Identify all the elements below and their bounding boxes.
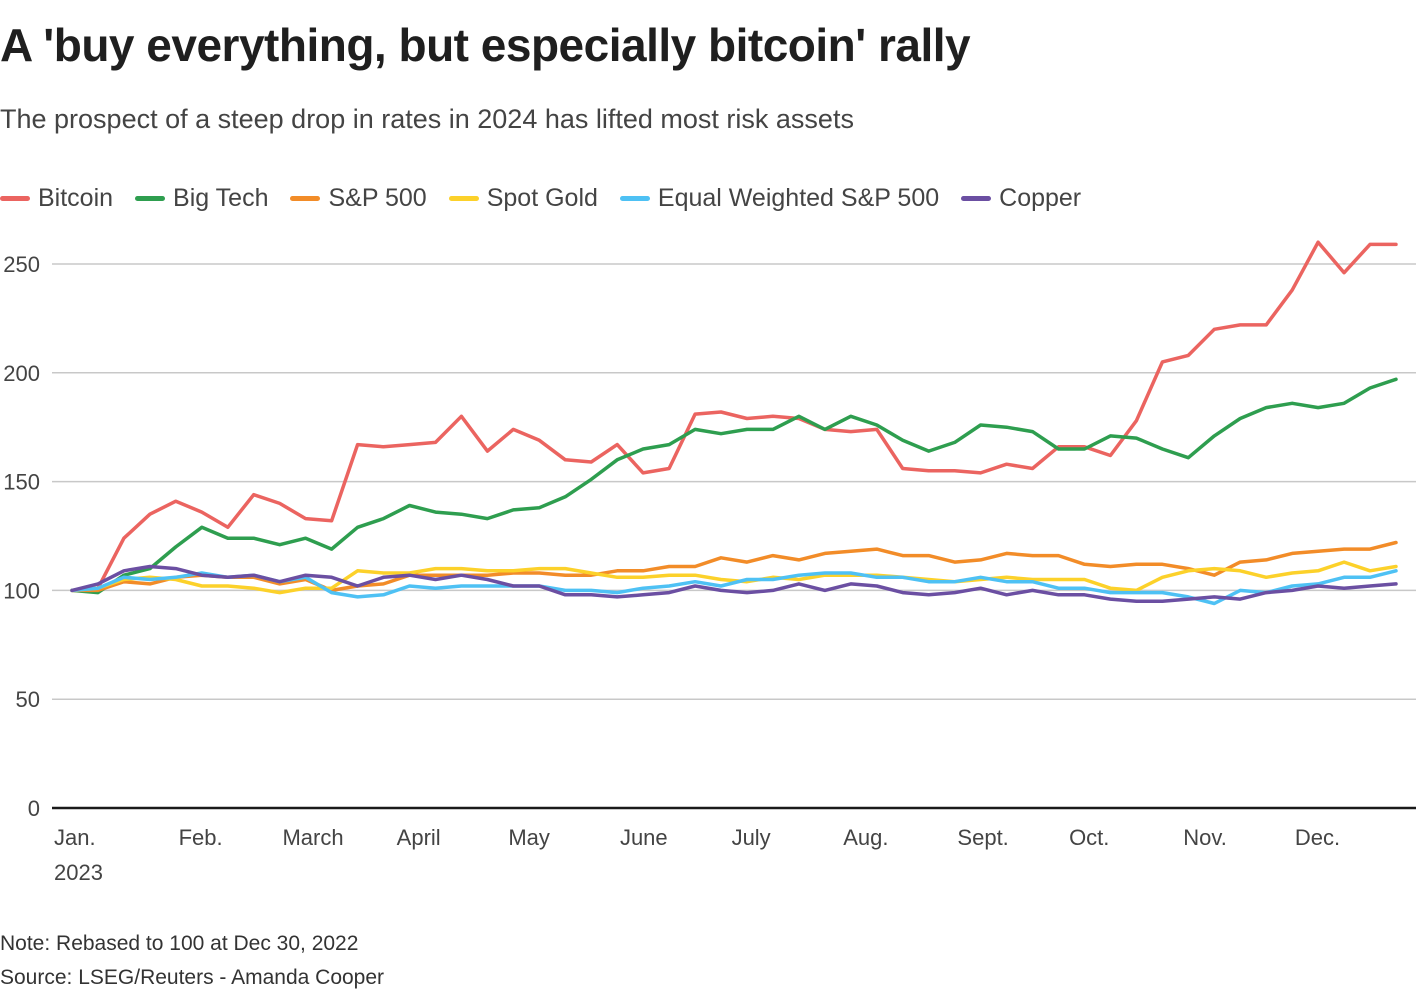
x-tick-label: March <box>282 825 343 850</box>
x-tick-label: Nov. <box>1183 825 1227 850</box>
legend-label: Big Tech <box>173 184 269 212</box>
legend-item: Copper <box>961 184 1081 213</box>
y-tick-label: 150 <box>3 470 40 495</box>
x-tick-label: Oct. <box>1069 825 1109 850</box>
x-tick-label: June <box>620 825 668 850</box>
chart-source: Source: LSEG/Reuters - Amanda Cooper <box>0 966 385 989</box>
legend-item: Spot Gold <box>448 184 598 213</box>
chart-subtitle: The prospect of a steep drop in rates in… <box>0 104 854 134</box>
x-tick-label: April <box>397 825 441 850</box>
series-line-copper <box>70 564 1398 604</box>
x-tick-label: Dec. <box>1295 825 1340 850</box>
legend-label: Equal Weighted S&P 500 <box>657 184 940 212</box>
y-tick-label: 200 <box>3 361 40 386</box>
chart-note: Note: Rebased to 100 at Dec 30, 2022 <box>0 932 359 955</box>
x-tick-label: Jan. <box>54 825 96 850</box>
legend-item: Bitcoin <box>0 184 113 213</box>
y-tick-label: 50 <box>16 687 40 712</box>
legend-item: S&P 500 <box>290 184 427 213</box>
legend-swatch <box>0 196 30 201</box>
legend-item: Big Tech <box>135 184 268 213</box>
y-tick-label: 0 <box>28 796 40 821</box>
legend-swatch <box>619 196 650 201</box>
x-tick-label: July <box>732 825 771 850</box>
x-tick-label: Feb. <box>179 825 223 850</box>
y-axis-ticks: 0 50 100 150 200 250 <box>3 252 40 821</box>
legend-swatch <box>448 196 479 201</box>
legend-swatch <box>961 196 992 201</box>
y-tick-label: 100 <box>3 578 40 603</box>
legend-label: Bitcoin <box>38 184 114 212</box>
series-lines <box>70 240 1398 606</box>
legend-swatch <box>135 196 166 201</box>
legend-label: Spot Gold <box>486 184 598 212</box>
line-chart: 0 50 100 150 200 250 Jan. 2023 Feb. March April Ma… <box>3 240 1416 885</box>
legend-label: S&P 500 <box>328 184 427 212</box>
chart-legend: Bitcoin Big Tech S&P 500 Spot Gold Equal Wei… <box>0 184 1103 213</box>
series-line-big-tech <box>70 377 1398 595</box>
legend-item: Equal Weighted S&P 500 <box>619 184 940 213</box>
legend-label: Copper <box>999 184 1082 212</box>
legend-swatch <box>290 196 321 201</box>
series-line-spot-gold <box>70 560 1398 595</box>
y-tick-label: 250 <box>3 252 40 277</box>
series-line-s-p-500 <box>70 540 1398 593</box>
x-tick-label: May <box>508 825 550 850</box>
x-tick-label: Sept. <box>957 825 1008 850</box>
x-tick-label: Aug. <box>843 825 888 850</box>
x-axis-ticks: Jan. 2023 Feb. March April May June July Aug. Sep… <box>54 825 1340 885</box>
series-line-bitcoin <box>70 240 1398 593</box>
gridlines <box>52 263 1416 810</box>
chart-title: A 'buy everything, but especially bitcoi… <box>0 19 971 71</box>
x-tick-sublabel: 2023 <box>54 860 103 885</box>
